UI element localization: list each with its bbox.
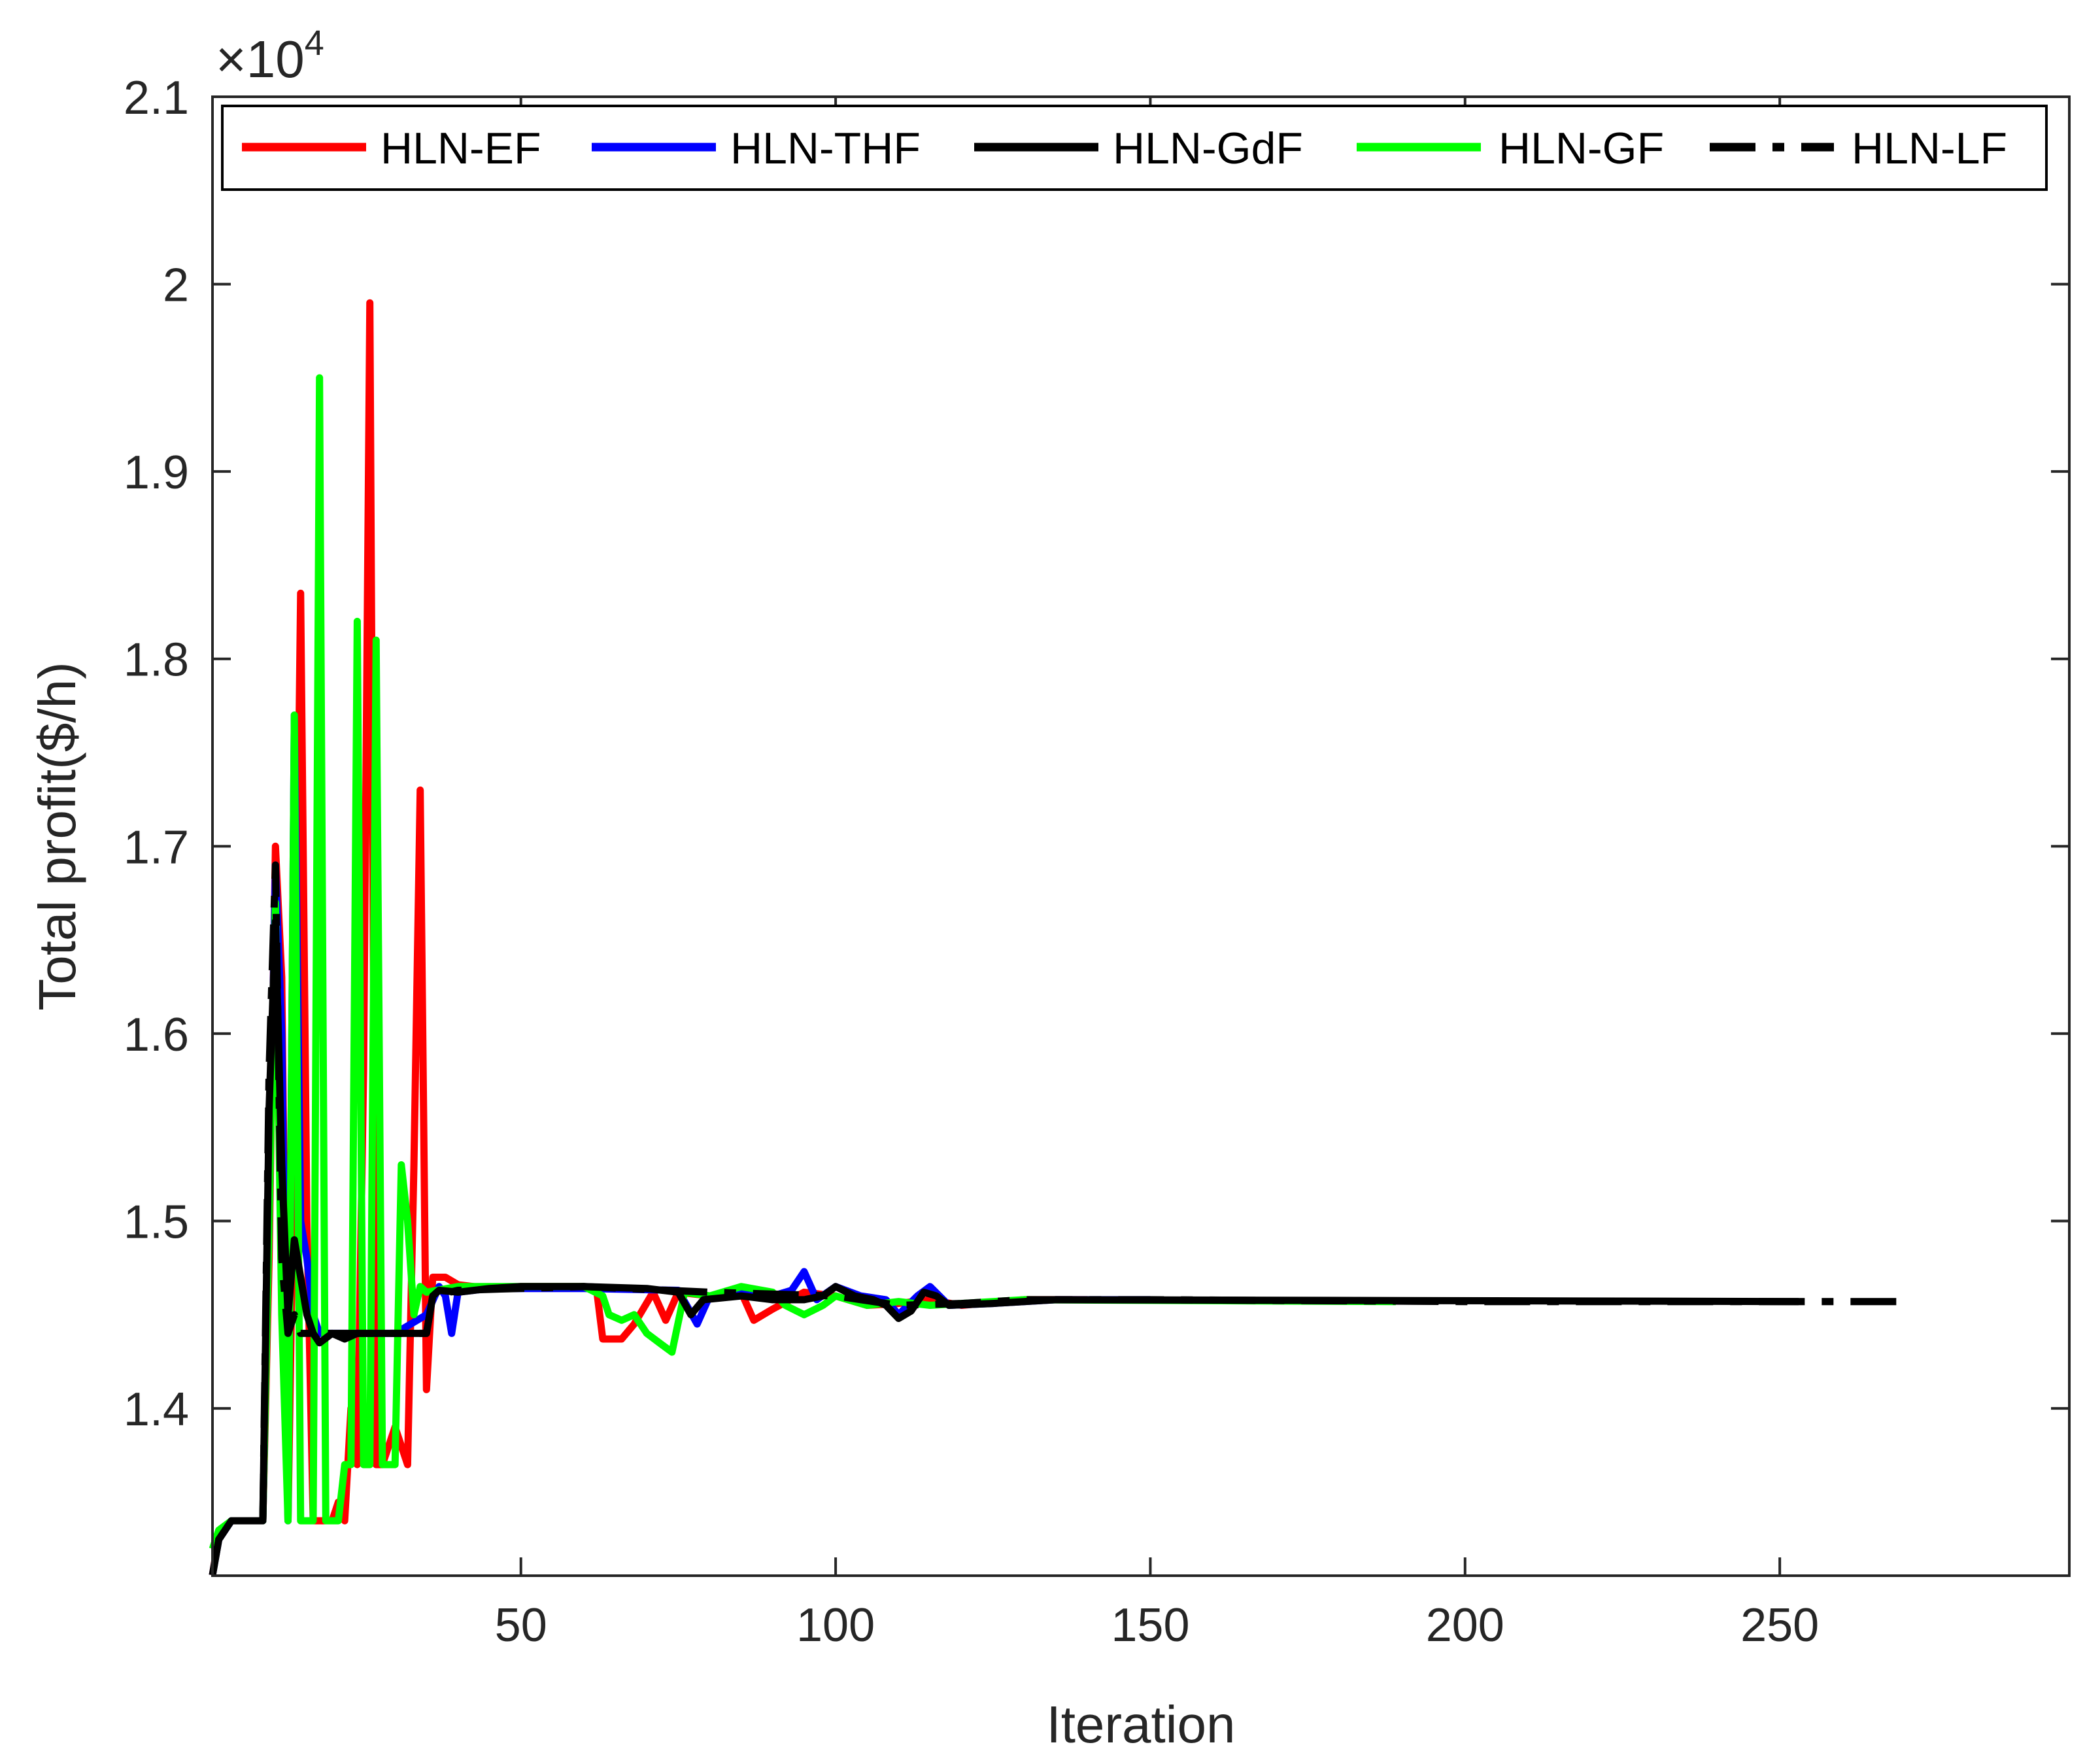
series-line-hln-gdf: [209, 917, 1799, 1576]
series-layer: [209, 299, 1912, 1576]
y-tick-label: 1.5: [124, 1196, 189, 1248]
x-tick-label: 50: [495, 1599, 547, 1652]
legend-label-hln-ef: HLN-EF: [381, 124, 541, 173]
y-multiplier-base: ×10: [216, 30, 305, 88]
y-tick-label: 1.6: [124, 1009, 189, 1061]
y-tick-label: 1.8: [124, 634, 189, 687]
legend-label-hln-gf: HLN-GF: [1499, 124, 1664, 173]
y-tick-label: 1.4: [124, 1383, 189, 1436]
x-tick-label: 250: [1740, 1599, 1819, 1652]
legend: HLN-EF HLN-THF HLN-GdF HLN-GF HLN-LF: [221, 105, 2048, 191]
x-axis-label: Iteration: [1046, 1695, 1235, 1754]
legend-entries: HLN-EF HLN-THF HLN-GdF HLN-GF HLN-LF: [242, 124, 2007, 173]
y-tick-label: 2: [163, 260, 189, 312]
y-tick-label: 1.9: [124, 447, 189, 499]
y-multiplier-exponent: 4: [305, 24, 324, 63]
y-axis-label: Total profit($/h): [28, 662, 86, 1011]
tick-layer: 50 100 150 200 250 1.4 1.5 1.6 1.7 1.8 1.9 2 2.1: [124, 72, 2069, 1652]
legend-label-hln-thf: HLN-THF: [730, 124, 921, 173]
y-tick-label: 2.1: [124, 72, 189, 124]
x-tick-label: 200: [1426, 1599, 1504, 1652]
legend-label-hln-lf: HLN-LF: [1852, 124, 2007, 173]
y-tick-label: 1.7: [124, 821, 189, 874]
plot-frame: [211, 95, 2071, 1577]
x-tick-label: 150: [1111, 1599, 1189, 1652]
legend-label-hln-gdf: HLN-GdF: [1113, 124, 1303, 173]
series-line-hln-gf: [209, 374, 1396, 1550]
x-tick-label: 100: [796, 1599, 875, 1652]
y-multiplier: ×104: [216, 24, 324, 88]
